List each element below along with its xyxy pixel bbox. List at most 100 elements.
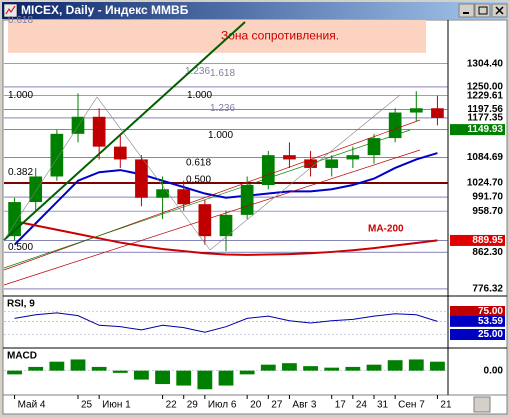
x-tick-label: Май 4: [18, 400, 46, 411]
macd-bar: [408, 359, 424, 371]
y-tick-label: 75.00: [478, 306, 503, 317]
macd-bar: [430, 361, 445, 371]
tick-label-bg: [450, 329, 505, 340]
tick-label-bg: [450, 315, 505, 327]
annotation: 1.000: [208, 130, 233, 141]
macd-bar: [282, 363, 297, 371]
x-tick-label: 21: [440, 400, 452, 411]
x-tick-label: Июн 1: [102, 400, 131, 411]
macd-bar: [134, 370, 149, 380]
y-tick-label: 776.32: [472, 284, 503, 295]
x-tick-label: 27: [271, 400, 283, 411]
annotation: 1.236: [185, 66, 210, 77]
macd-bar: [49, 361, 65, 371]
macd-bar: [218, 370, 234, 386]
x-tick-label: 20: [250, 400, 262, 411]
macd-bar: [176, 370, 192, 386]
x-tick-label: Авг 3: [292, 400, 316, 411]
candle-body: [135, 159, 148, 198]
moving-average: [14, 220, 438, 256]
zone-label: Зона сопротивления.: [221, 29, 339, 43]
macd-bar: [303, 366, 318, 371]
x-tick-label: 24: [356, 400, 368, 411]
trend-line: [3, 149, 421, 286]
y-tick-label: 1084.69: [467, 152, 504, 163]
macd-bar: [7, 370, 22, 375]
y-tick-label: 53.59: [478, 316, 503, 327]
candle-body: [283, 155, 296, 160]
trend-line: [3, 119, 421, 271]
annotation: 0.500: [8, 242, 33, 253]
y-tick-label: 1024.70: [467, 178, 504, 189]
trend-line: [3, 21, 246, 241]
panel-title: RSI, 9: [7, 299, 35, 310]
y-tick-label: 958.70: [472, 206, 503, 217]
macd-bar: [366, 364, 382, 371]
annotation: 1.618: [210, 68, 235, 79]
title-bar[interactable]: [2, 2, 508, 19]
glyph: [478, 6, 488, 15]
x-tick-label: Сен 7: [398, 400, 425, 411]
time-axis: [2, 394, 508, 415]
macd-bar: [112, 370, 128, 373]
annotation: 1.236: [210, 103, 235, 114]
window-buttons: [458, 3, 508, 18]
macd-bar: [324, 367, 340, 371]
y-tick-label: 1304.40: [467, 58, 504, 69]
macd-bar: [345, 366, 361, 371]
candle-body: [50, 133, 64, 177]
annotation: 0.382: [8, 167, 33, 178]
candle-body: [113, 146, 127, 160]
window-title: MICEX, Daily - Индекс ММВБ: [21, 3, 189, 17]
minimize-button[interactable]: [458, 3, 475, 18]
x-tick-label: 29: [187, 400, 199, 411]
x-tick-label: 25: [81, 400, 93, 411]
rsi-line: [14, 312, 438, 333]
macd-bar: [91, 366, 107, 371]
y-tick-label: 1149.93: [467, 124, 503, 135]
icon-glyph: [5, 5, 16, 15]
candle-body: [177, 189, 191, 205]
y-tick-label: 862.30: [472, 247, 503, 258]
candle-body: [409, 108, 423, 113]
macd-bar: [239, 370, 255, 375]
tick-label-bg: [450, 234, 505, 246]
y-tick-label: 889.95: [472, 235, 503, 246]
panel-title: MACD: [7, 351, 37, 362]
tick-label-bg: [450, 124, 505, 136]
candle-body: [92, 116, 106, 147]
x-tick-label: Июл 6: [208, 400, 237, 411]
macd-bar: [155, 370, 170, 385]
maximize-button[interactable]: [474, 3, 491, 18]
macd-bar: [197, 370, 213, 390]
fib-wave: [3, 94, 401, 251]
y-tick-label: 1197.56: [467, 104, 503, 115]
candle-body: [219, 214, 233, 237]
y-tick-label: 1229.61: [467, 90, 504, 101]
y-tick-label: 1250.00: [467, 82, 504, 93]
annotation: 1.000: [187, 90, 212, 101]
annotation: 0.618: [186, 158, 211, 169]
y-tick-label: 0.00: [484, 365, 504, 376]
trend-line: [3, 129, 411, 269]
y-tick-label: 991.70: [472, 192, 503, 203]
tick-label-bg: [450, 306, 505, 317]
y-tick-label: 25.00: [478, 329, 503, 340]
x-tick-label: 31: [377, 400, 389, 411]
glyph: [495, 6, 504, 15]
macd-bar: [28, 366, 44, 371]
candle-body: [261, 155, 275, 185]
annotation: 0.500: [186, 175, 211, 186]
candle-body: [346, 155, 360, 160]
y-tick-label: 1177.35: [467, 113, 503, 124]
moving-average: [13, 152, 438, 246]
candle-body: [367, 138, 381, 156]
candle-body: [431, 108, 444, 118]
candle-body: [240, 185, 254, 215]
candle-body: [388, 112, 402, 139]
annotation: 1.000: [8, 90, 33, 101]
x-tick-label: 17: [335, 400, 347, 411]
scroll-button[interactable]: [473, 396, 491, 413]
macd-bar: [70, 359, 86, 371]
